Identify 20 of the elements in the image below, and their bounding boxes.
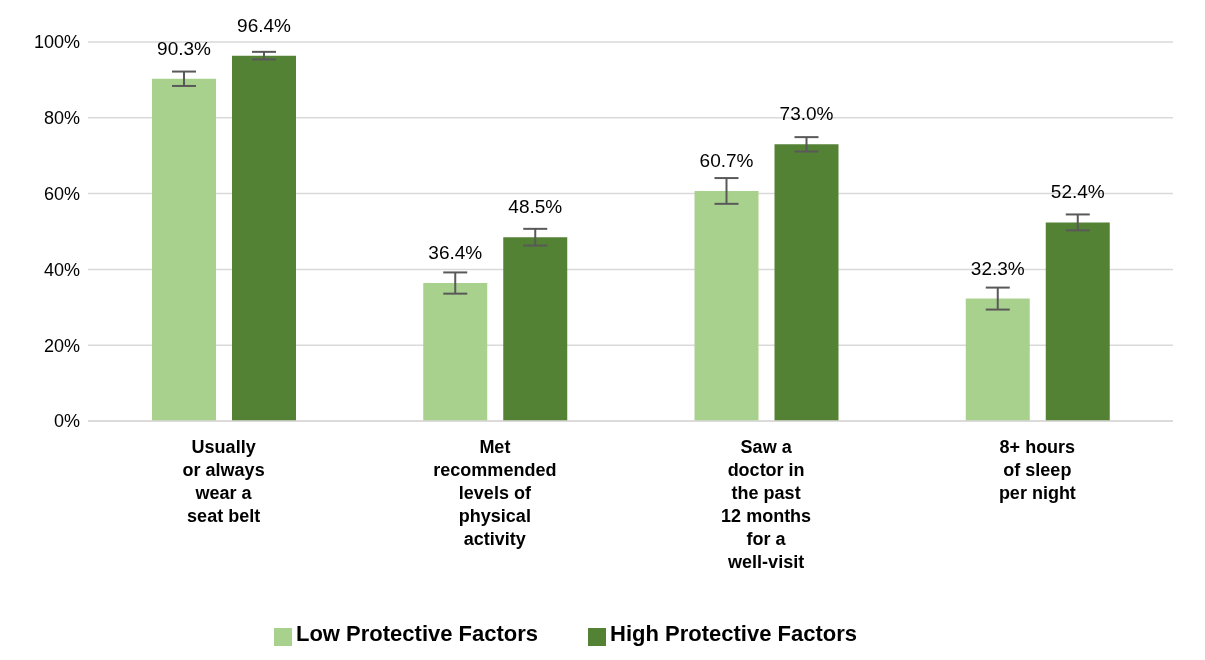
data-label: 48.5% <box>508 196 563 218</box>
data-label: 90.3% <box>157 37 212 59</box>
y-tick-label: 60% <box>43 183 80 204</box>
data-label: 36.4% <box>428 242 483 264</box>
legend-label: High Protective Factors <box>610 621 858 646</box>
data-label: 52.4% <box>1050 181 1105 203</box>
y-tick-label: 20% <box>43 335 80 356</box>
data-label: 32.3% <box>970 257 1025 279</box>
y-tick-label: 100% <box>33 32 80 53</box>
data-label: 73.0% <box>779 103 834 125</box>
y-tick-label: 80% <box>43 108 80 129</box>
data-label: 96.4% <box>237 14 292 36</box>
x-tick-label: Usually or always wear a seat belt <box>182 437 265 526</box>
legend-label: Low Protective Factors <box>295 621 539 646</box>
y-tick-label: 40% <box>43 259 80 280</box>
x-tick-label: Met recommended levels of physical activity <box>433 437 557 549</box>
x-tick-label: 8+ hours of sleep per night <box>998 437 1076 503</box>
data-label: 60.7% <box>699 149 754 171</box>
x-tick-label: Saw a doctor in the past 12 months for a well-visit <box>721 437 812 572</box>
y-tick-label: 0% <box>53 411 80 432</box>
